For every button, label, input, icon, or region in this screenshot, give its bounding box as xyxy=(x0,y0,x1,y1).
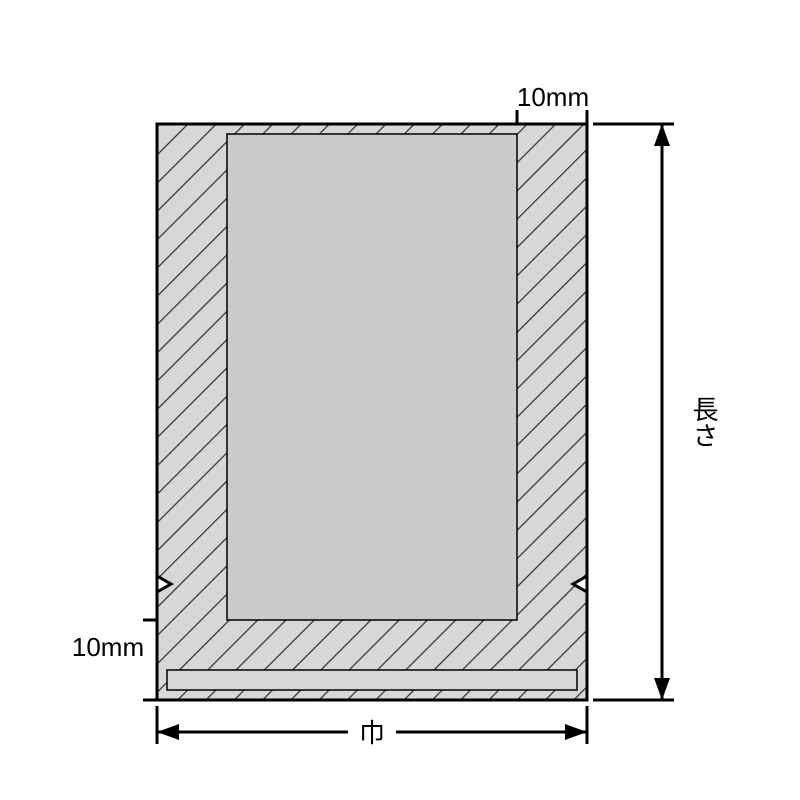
arrowhead-length-bottom xyxy=(654,678,670,700)
packaging-dimension-diagram: 10mm 10mm 長さ巾 xyxy=(0,0,800,800)
label-length: 長さ xyxy=(689,396,719,448)
label-width: 巾 xyxy=(359,718,385,748)
arrowhead-width-left xyxy=(157,724,179,740)
bottom-fold-gap xyxy=(167,670,577,690)
arrowhead-length-top xyxy=(654,124,670,146)
inner-window xyxy=(227,134,517,620)
arrowhead-width-right xyxy=(565,724,587,740)
label-top_seal: 10mm xyxy=(517,82,589,112)
label-bottom_seal: 10mm xyxy=(72,632,144,662)
